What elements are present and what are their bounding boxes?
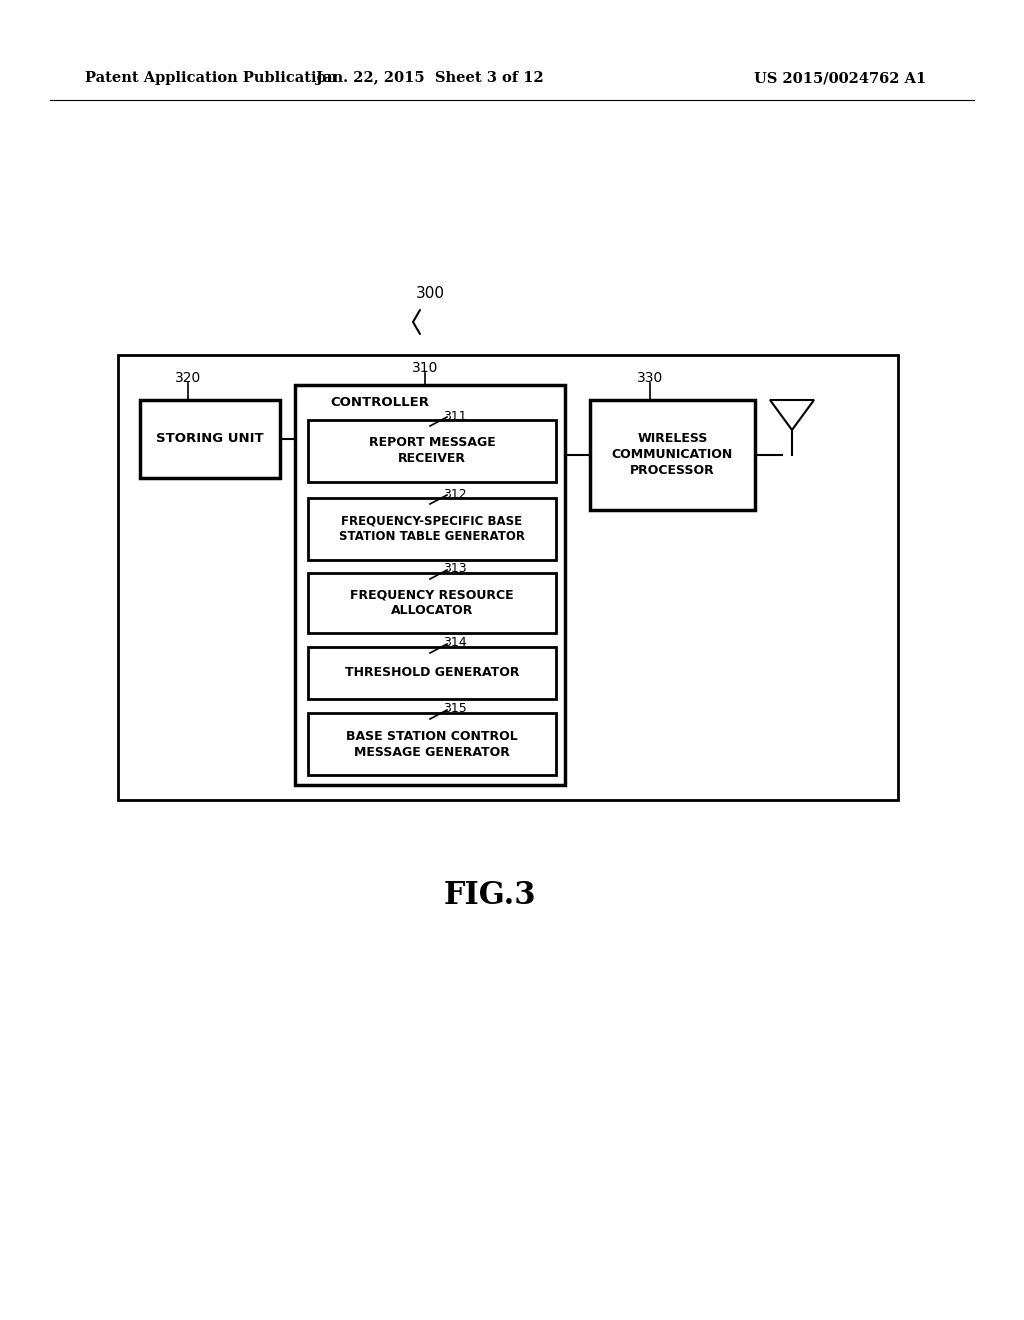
Bar: [140, 400, 280, 478]
Text: CONTROLLER: CONTROLLER: [331, 396, 429, 408]
Bar: [308, 573, 556, 634]
Text: FREQUENCY-SPECIFIC BASE
STATION TABLE GENERATOR: FREQUENCY-SPECIFIC BASE STATION TABLE GE…: [339, 515, 525, 544]
Text: 314: 314: [443, 636, 467, 649]
Text: 311: 311: [443, 409, 467, 422]
Bar: [295, 385, 565, 785]
Bar: [308, 420, 556, 482]
Bar: [118, 355, 898, 800]
Text: US 2015/0024762 A1: US 2015/0024762 A1: [754, 71, 926, 84]
Bar: [308, 498, 556, 560]
Bar: [308, 647, 556, 700]
Text: Patent Application Publication: Patent Application Publication: [85, 71, 337, 84]
Text: 312: 312: [443, 487, 467, 500]
Text: FREQUENCY RESOURCE
ALLOCATOR: FREQUENCY RESOURCE ALLOCATOR: [350, 589, 514, 618]
Text: 315: 315: [443, 702, 467, 715]
Bar: [590, 400, 755, 510]
Text: 330: 330: [637, 371, 664, 385]
Text: 313: 313: [443, 562, 467, 576]
Text: FIG.3: FIG.3: [443, 879, 537, 911]
Text: REPORT MESSAGE
RECEIVER: REPORT MESSAGE RECEIVER: [369, 437, 496, 466]
Text: 320: 320: [175, 371, 201, 385]
Text: 300: 300: [416, 285, 444, 301]
Text: STORING UNIT: STORING UNIT: [157, 433, 264, 446]
Text: BASE STATION CONTROL
MESSAGE GENERATOR: BASE STATION CONTROL MESSAGE GENERATOR: [346, 730, 518, 759]
Text: THRESHOLD GENERATOR: THRESHOLD GENERATOR: [345, 667, 519, 680]
Text: 310: 310: [412, 360, 438, 375]
Text: Jan. 22, 2015  Sheet 3 of 12: Jan. 22, 2015 Sheet 3 of 12: [316, 71, 544, 84]
Bar: [308, 713, 556, 775]
Text: WIRELESS
COMMUNICATION
PROCESSOR: WIRELESS COMMUNICATION PROCESSOR: [612, 433, 733, 478]
